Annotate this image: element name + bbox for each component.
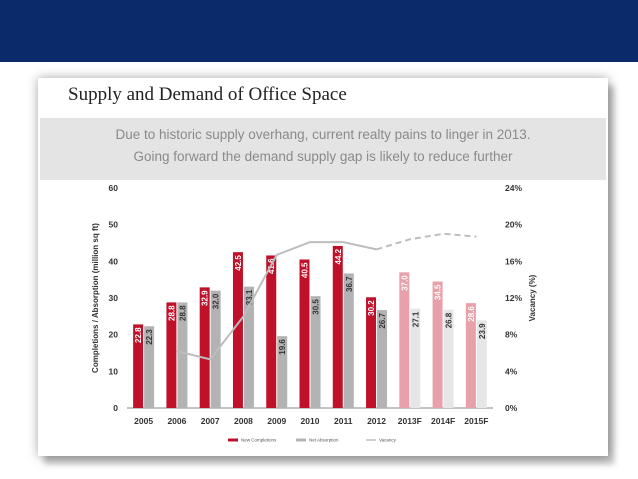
y-right-tick-label: 20% [505,220,522,230]
y-right-tick-label: 8% [505,330,518,340]
bar-value-label: 28.6 [467,306,476,322]
net-absorption-bar [243,286,254,408]
bar-value-label: 26.8 [445,312,454,328]
y-axis-title: Completions / Absorption (million sq ft) [91,223,100,373]
bar-value-label: 36.7 [345,276,354,292]
legend-label: Net Absorption [309,438,339,443]
bar-value-label: 27.1 [411,311,420,327]
y-right-tick-label: 4% [505,366,518,376]
bar-value-label: 44.2 [334,248,343,264]
x-tick-label: 2010 [301,416,320,426]
x-tick-label: 2012 [367,416,386,426]
new-completions-bar [199,287,210,408]
net-absorption-bar [377,310,388,408]
bar-value-label: 33.1 [245,289,254,305]
new-completions-bar [266,255,277,408]
x-tick-label: 2005 [134,416,153,426]
bar-value-label: 37.0 [400,275,409,291]
bar-value-label: 22.3 [145,329,154,345]
new-completions-bar [166,302,177,408]
subtitle-line-1: Due to historic supply overhang, current… [115,127,531,142]
bar-value-label: 28.8 [178,305,187,321]
bar-value-label: 30.2 [367,300,376,316]
legend-label: New Completions [241,438,277,443]
y-right-tick-label: 0% [505,403,518,413]
y-tick-label: 20 [109,330,119,340]
y-tick-label: 50 [109,220,119,230]
new-completions-bar [432,281,443,408]
net-absorption-bar [410,308,421,408]
vacancy-line [176,241,377,361]
bar-value-label: 28.8 [167,305,176,321]
y-tick-label: 0 [113,403,118,413]
net-absorption-bar [210,290,221,408]
bar-value-label: 26.7 [378,313,387,329]
y-tick-label: 60 [109,183,119,193]
x-tick-label: 2009 [267,416,286,426]
x-tick-label: 2013F [398,416,422,426]
chart-title: Supply and Demand of Office Space [68,84,347,105]
subtitle-box [40,118,606,180]
legend-label: Vacancy [379,438,397,443]
y-right-tick-label: 12% [505,293,522,303]
x-tick-label: 2007 [201,416,220,426]
bar-value-label: 22.8 [134,327,143,343]
bar-value-label: 34.5 [434,284,443,300]
net-absorption-bar [310,296,321,408]
legend-swatch [296,438,306,442]
y-tick-label: 10 [109,366,119,376]
new-completions-bar [399,272,410,408]
new-completions-bar [465,303,476,408]
new-completions-bar [332,245,343,408]
new-completions-bar [133,324,144,408]
x-tick-label: 2006 [167,416,186,426]
bar-value-label: 32.9 [201,290,210,306]
bar-value-label: 40.5 [301,262,310,278]
bar-value-label: 23.9 [478,323,487,339]
y-axis-right-title: Vacancy (%) [528,274,537,321]
new-completions-bar [299,259,310,408]
subtitle-line-2: Going forward the demand supply gap is l… [133,149,513,164]
net-absorption-bar [476,320,487,408]
x-tick-label: 2008 [234,416,253,426]
net-absorption-bar [343,273,354,408]
legend-swatch [228,438,238,442]
new-completions-bar [232,252,243,408]
net-absorption-bar [277,336,288,408]
vacancy-forecast-line [376,232,477,251]
y-right-tick-label: 24% [505,183,522,193]
new-completions-bar [366,297,377,408]
y-right-tick-label: 16% [505,256,522,266]
bar-value-label: 30.5 [312,299,321,315]
bar-value-label: 32.0 [212,293,221,309]
net-absorption-bar [443,309,454,408]
y-tick-label: 40 [109,256,119,266]
bar-value-label: 42.5 [234,255,243,271]
x-tick-label: 2015F [464,416,488,426]
y-tick-label: 30 [109,293,119,303]
net-absorption-bar [177,302,188,408]
net-absorption-bar [144,326,155,408]
top-banner [0,0,638,62]
x-tick-label: 2011 [334,416,353,426]
x-tick-label: 2014F [431,416,455,426]
bar-value-label: 19.6 [278,339,287,355]
